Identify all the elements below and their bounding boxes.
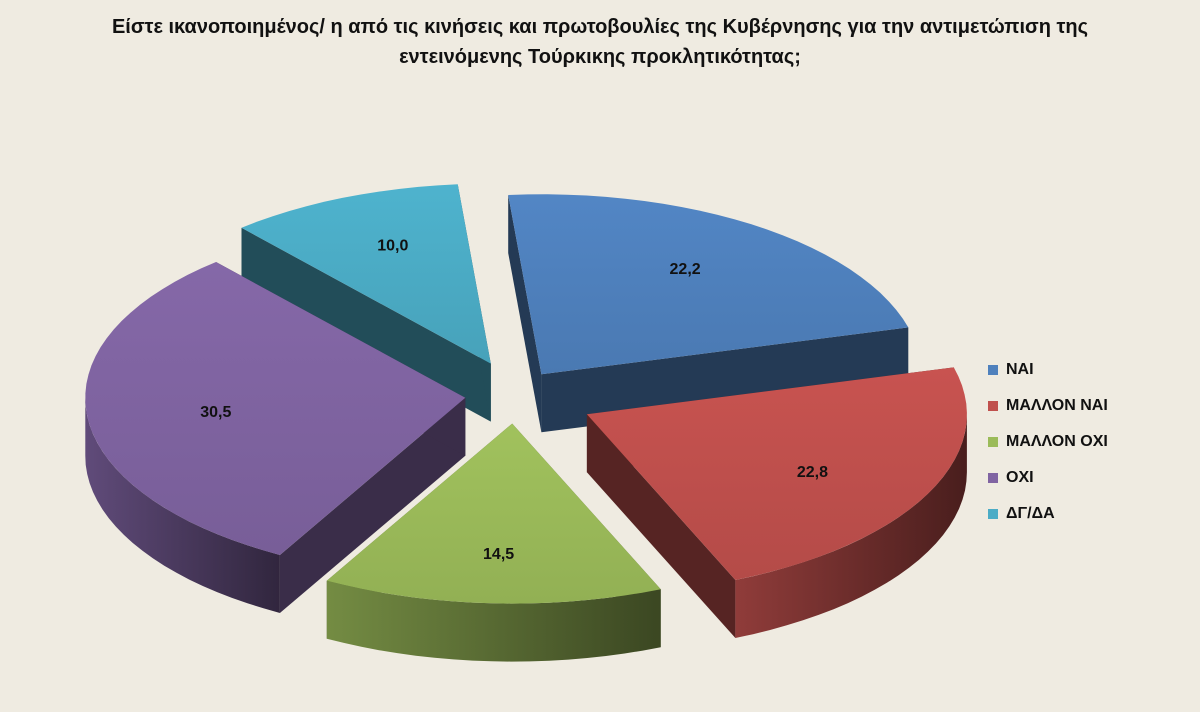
pie-slice-top bbox=[241, 184, 491, 364]
legend-item: ΜΑΛΛΟΝ ΟΧΙ bbox=[988, 424, 1188, 460]
pie-slice-top bbox=[508, 194, 909, 375]
legend-label: ΝΑΙ bbox=[1006, 361, 1034, 378]
pie-slice bbox=[85, 262, 466, 613]
pie-slice-top bbox=[326, 423, 661, 604]
legend-swatch bbox=[988, 365, 998, 375]
pie-slice-side bbox=[241, 227, 491, 422]
slice-data-label: 22,2 bbox=[670, 261, 701, 278]
pie-slice bbox=[326, 423, 661, 662]
legend-item: ΝΑΙ bbox=[988, 352, 1188, 388]
legend-label: ΔΓ/ΔΑ bbox=[1006, 505, 1055, 522]
chart-title-line-1: Είστε ικανοποιημένος/ η από τις κινήσεις… bbox=[111, 16, 1089, 38]
legend-swatch bbox=[988, 509, 998, 519]
legend-swatch bbox=[988, 437, 998, 447]
pie-slice bbox=[241, 184, 491, 422]
legend-item: ΜΑΛΛΟΝ ΝΑΙ bbox=[988, 388, 1188, 424]
pie-slice-side bbox=[279, 397, 466, 613]
pie-slice-top bbox=[586, 367, 967, 580]
pie-slice-wall bbox=[326, 580, 661, 662]
legend: ΝΑΙ ΜΑΛΛΟΝ ΝΑΙ ΜΑΛΛΟΝ ΟΧΙ ΟΧΙ ΔΓ/ΔΑ bbox=[988, 352, 1188, 532]
legend-label: ΟΧΙ bbox=[1006, 469, 1034, 486]
pie-slice-side bbox=[586, 414, 736, 638]
legend-label: ΜΑΛΛΟΝ ΟΧΙ bbox=[1006, 433, 1108, 450]
legend-label: ΜΑΛΛΟΝ ΝΑΙ bbox=[1006, 397, 1108, 414]
chart-title-line-2: εντεινόμενης Τούρκικης προκλητικότητας; bbox=[399, 46, 801, 68]
legend-item: ΟΧΙ bbox=[988, 460, 1188, 496]
slice-data-label: 22,8 bbox=[797, 464, 828, 481]
legend-swatch bbox=[988, 473, 998, 483]
slice-data-label: 10,0 bbox=[377, 237, 408, 254]
pie-slice-side bbox=[508, 195, 542, 433]
slice-data-label: 30,5 bbox=[200, 404, 231, 421]
pie-slice-side bbox=[541, 327, 909, 433]
slice-data-label: 14,5 bbox=[483, 546, 514, 563]
chart-title: Είστε ικανοποιημένος/ η από τις κινήσεις… bbox=[60, 12, 1140, 72]
pie-slice-top bbox=[85, 262, 466, 555]
pie-slice bbox=[508, 194, 909, 433]
legend-swatch bbox=[988, 401, 998, 411]
pie-slice-wall bbox=[85, 397, 280, 613]
pie-slice-wall bbox=[735, 414, 967, 638]
legend-item: ΔΓ/ΔΑ bbox=[988, 496, 1188, 532]
pie-slice bbox=[586, 367, 967, 638]
